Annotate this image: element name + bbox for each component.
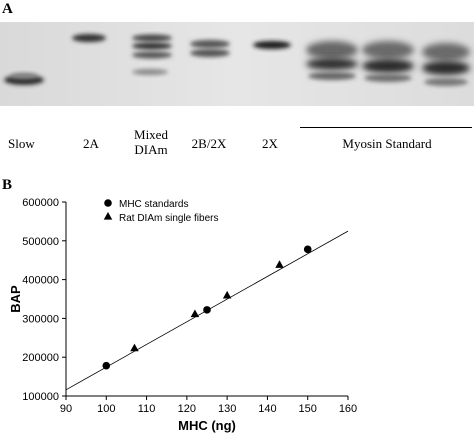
x-tick-label: 120: [178, 403, 196, 415]
legend-marker-triangle: [103, 211, 113, 220]
y-tick-label: 400000: [22, 275, 59, 287]
lane-label-2b-2x: 2B/2X: [191, 136, 227, 151]
data-point-rat-diam-fiber: [275, 260, 284, 268]
x-tick-label: 160: [339, 403, 357, 415]
myosin-standard-bracket: [300, 127, 472, 128]
x-tick-label: 150: [299, 403, 317, 415]
panel-b-label: B: [2, 177, 13, 193]
data-point-rat-diam-fiber: [222, 290, 232, 299]
legend-label: MHC standards: [119, 199, 188, 210]
gel-lane-mixed-diam: [132, 34, 172, 75]
gel-lane-slow: [4, 73, 44, 85]
y-tick-label: 300000: [22, 313, 59, 325]
y-tick-label: 500000: [22, 236, 59, 248]
legend-label: Rat DIAm single fibers: [119, 213, 218, 224]
y-tick-label: 100000: [22, 391, 59, 403]
calibration-chart: 90 100 110 120 130 140 150 160 100000 200000 30000…: [8, 197, 357, 433]
gel-lane-2a: [72, 34, 106, 42]
x-tick-label: 110: [138, 403, 156, 415]
x-tick-label: 140: [258, 403, 276, 415]
gel-lane-2b-2x: [190, 40, 230, 57]
panel-a-label: A: [2, 1, 13, 17]
data-point-rat-diam-fiber: [130, 343, 139, 352]
x-tick-label: 90: [60, 403, 72, 415]
y-tick-label: 600000: [22, 197, 59, 209]
x-tick-label: 130: [218, 403, 236, 415]
lane-label-slow: Slow: [8, 136, 35, 151]
data-point-mhc-standard: [102, 361, 111, 370]
gel-lane-2x: [253, 41, 291, 49]
data-point-mhc-standard: [203, 306, 211, 314]
x-axis-label: MHC (ng): [178, 418, 236, 433]
gel-lane-myosin-standard-3: [422, 43, 470, 86]
y-axis-label: BAP: [8, 285, 23, 313]
gel-lane-myosin-standard-1: [306, 41, 358, 80]
data-point-rat-diam-fiber: [190, 309, 200, 318]
y-tick-label: 200000: [22, 352, 59, 364]
lane-label-mixed-diam: Mixed DIAm: [134, 127, 168, 157]
gel-lane-myosin-standard-2: [362, 41, 414, 82]
lane-label-myosin-standard: Myosin Standard: [342, 136, 432, 151]
data-point-mhc-standard: [303, 245, 312, 254]
legend-marker-circle: [104, 199, 112, 207]
lane-label-2x: 2X: [262, 136, 278, 151]
gel-image: [0, 22, 474, 106]
lane-label-2a: 2A: [83, 136, 99, 151]
x-tick-label: 100: [97, 403, 115, 415]
